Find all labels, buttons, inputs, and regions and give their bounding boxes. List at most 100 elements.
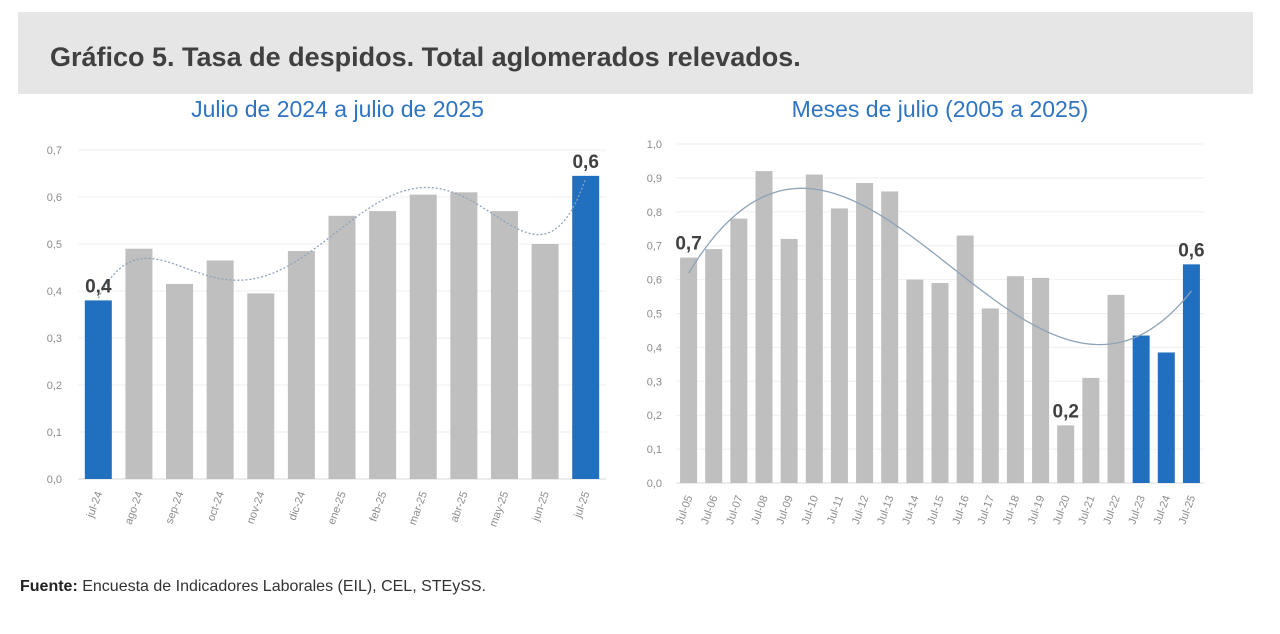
x-tick-label: mar-25: [407, 490, 430, 527]
x-tick-label: Jul-05: [674, 494, 696, 526]
x-tick-label: dic-24: [287, 490, 309, 522]
x-tick-label: Jul-19: [1026, 494, 1048, 526]
y-tick-label: 0,4: [647, 342, 662, 354]
page-title: Gráfico 5. Tasa de despidos. Total aglom…: [50, 42, 801, 72]
data-label: 0,2: [1053, 401, 1079, 422]
x-tick-label: oct-24: [205, 490, 227, 523]
y-tick-label: 0,1: [647, 444, 662, 456]
x-tick-label: Jul-16: [950, 494, 972, 526]
y-tick-label: 0,3: [47, 333, 62, 345]
y-tick-label: 0,7: [47, 145, 62, 157]
y-tick-label: 0,7: [647, 241, 662, 253]
bar-Jul-09: [780, 238, 798, 483]
bar-Jul-17: [981, 308, 999, 483]
x-tick-label: Jul-08: [749, 494, 771, 526]
y-tick-label: 0,5: [647, 309, 662, 321]
bar-Jul-13: [881, 191, 899, 483]
y-tick-label: 0,3: [647, 376, 662, 388]
x-tick-label: Jul-21: [1076, 494, 1098, 526]
bar-Jul-05: [680, 257, 698, 483]
bar-ago-24: [125, 248, 153, 479]
bar-Jul-12: [856, 182, 874, 484]
y-tick-label: 0,9: [647, 173, 662, 185]
bar-jun-25: [531, 244, 559, 479]
x-tick-label: Jul-12: [850, 494, 872, 526]
bar-Jul-10: [805, 174, 823, 483]
chart-2-title: Meses de julio (2005 a 2025): [791, 96, 1089, 122]
x-tick-label: jul-24: [84, 490, 105, 520]
y-tick-label: 0,4: [47, 286, 62, 298]
x-tick-label: ene-25: [326, 490, 349, 526]
trend-line: [688, 187, 1192, 346]
bar-Jul-21: [1082, 377, 1100, 483]
x-tick-label: abr-25: [449, 490, 471, 524]
x-tick-label: Jul-11: [825, 494, 846, 526]
bar-feb-25: [369, 211, 397, 479]
bar-Jul-20: [1057, 425, 1075, 483]
y-tick-label: 0,0: [47, 474, 62, 486]
x-tick-label: Jul-14: [900, 494, 922, 526]
y-tick-label: 0,5: [47, 239, 62, 251]
data-label: 0,4: [85, 276, 112, 297]
bar-Jul-25: [1182, 264, 1200, 483]
bar-Jul-07: [730, 218, 748, 483]
bar-jul-24: [84, 300, 112, 479]
x-tick-label: Jul-09: [774, 494, 796, 526]
data-label: 0,6: [1178, 240, 1204, 261]
bar-Jul-08: [755, 171, 773, 483]
x-tick-label: Jul-23: [1126, 494, 1148, 526]
bar-ene-25: [328, 215, 356, 480]
x-tick-label: feb-25: [367, 490, 389, 523]
x-tick-label: may-25: [487, 490, 511, 529]
chart-header: Gráfico 5. Tasa de despidos. Total aglom…: [18, 12, 1253, 94]
bar-mar-25: [409, 194, 437, 479]
bar-Jul-16: [956, 235, 974, 483]
bar-Jul-06: [705, 249, 723, 483]
bar-Jul-11: [830, 208, 848, 483]
chart-1-title: Julio de 2024 a julio de 2025: [191, 96, 484, 122]
bar-Jul-22: [1107, 294, 1125, 483]
x-tick-label: Jul-18: [1001, 494, 1023, 526]
bar-Jul-18: [1006, 276, 1024, 483]
y-tick-label: 0,8: [647, 207, 662, 219]
x-tick-label: Jul-06: [699, 494, 721, 526]
x-tick-label: Jul-25: [1177, 494, 1199, 526]
bar-dic-24: [287, 251, 315, 479]
x-tick-label: jul-25: [572, 490, 593, 520]
x-tick-label: Jul-15: [925, 494, 947, 526]
x-tick-label: nov-24: [245, 490, 268, 526]
x-tick-label: Jul-13: [875, 494, 897, 526]
y-tick-label: 0,6: [47, 192, 62, 204]
x-tick-label: Jul-17: [976, 494, 998, 526]
x-tick-label: Jul-24: [1152, 494, 1174, 526]
y-tick-label: 0,1: [47, 427, 62, 439]
source-label: Fuente:: [20, 578, 78, 595]
data-label: 0,7: [675, 234, 701, 255]
bar-may-25: [490, 211, 518, 479]
x-tick-label: sep-24: [164, 490, 187, 526]
y-tick-label: 0,0: [647, 478, 662, 490]
bar-Jul-15: [931, 282, 949, 483]
source-note: Fuente: Encuesta de Indicadores Laborale…: [20, 578, 486, 596]
trend-line: [97, 178, 587, 299]
y-tick-label: 0,2: [47, 380, 62, 392]
data-label: 0,6: [572, 152, 598, 173]
y-tick-label: 0,2: [647, 410, 662, 422]
bar-Jul-24: [1157, 352, 1175, 483]
source-text: Encuesta de Indicadores Laborales (EIL),…: [77, 578, 486, 595]
bar-oct-24: [206, 260, 234, 479]
bar-Jul-19: [1032, 277, 1050, 483]
x-tick-label: jun-25: [530, 490, 552, 524]
x-tick-label: ago-24: [123, 490, 146, 526]
bar-jul-25: [572, 175, 600, 479]
bar-Jul-23: [1132, 335, 1150, 483]
x-tick-label: Jul-10: [800, 494, 822, 526]
x-tick-label: Jul-22: [1101, 494, 1123, 526]
bar-Jul-14: [906, 279, 924, 483]
y-tick-label: 1,0: [647, 139, 662, 151]
y-tick-label: 0,6: [647, 275, 662, 287]
x-tick-label: Jul-20: [1051, 494, 1073, 526]
bar-nov-24: [247, 293, 275, 479]
bar-sep-24: [166, 283, 194, 479]
